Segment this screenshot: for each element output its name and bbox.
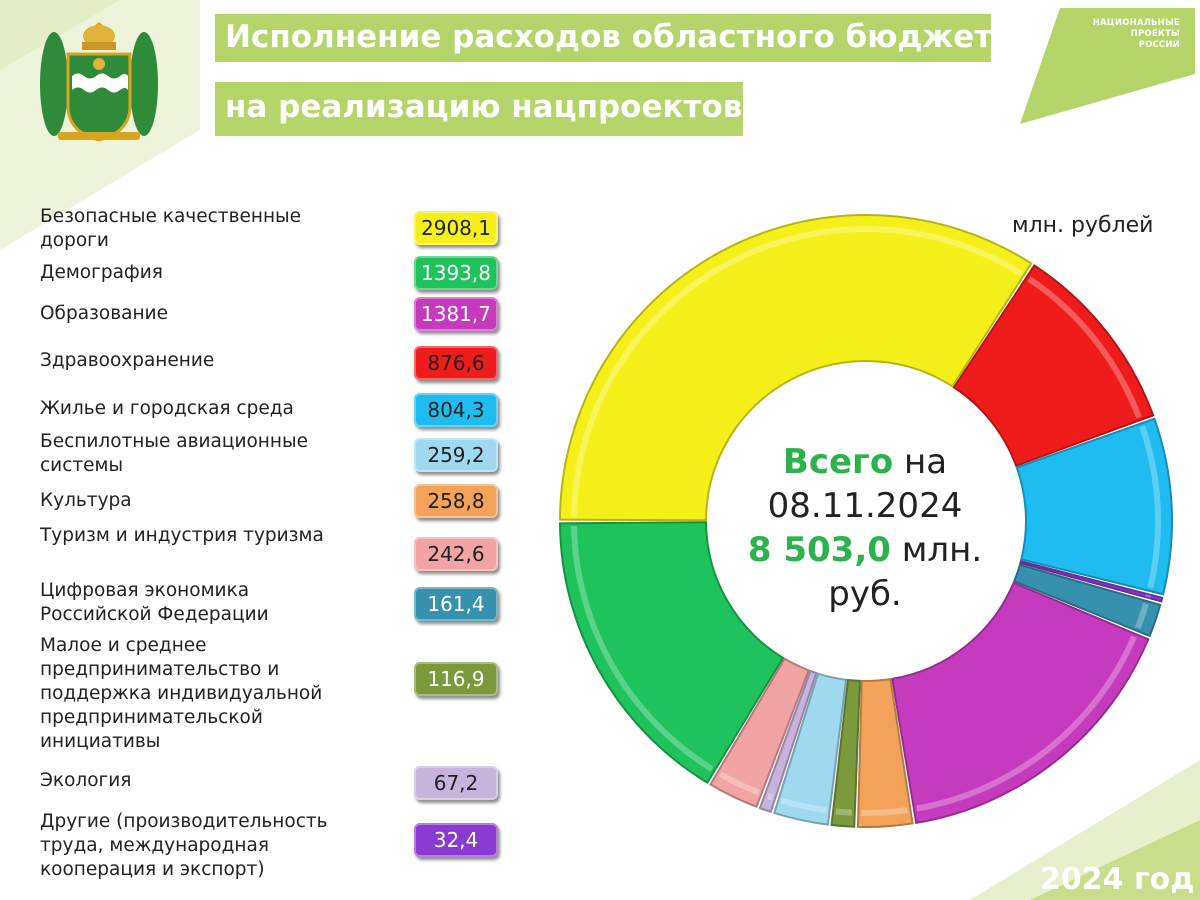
donut-slice-highlight-3 <box>1144 594 1152 598</box>
top-left-decor-dark <box>0 0 120 70</box>
value-badge-culture: 258,8 <box>414 484 498 518</box>
donut-slice-highlight-7 <box>835 808 853 816</box>
logo-line-2: ПРОЕКТЫ <box>1130 29 1180 39</box>
donut-slice-highlight-8 <box>780 797 828 814</box>
donut-slice-5 <box>891 581 1150 825</box>
donut-slice-10 <box>709 657 811 809</box>
category-label-other: Другие (производительность труда, междун… <box>40 811 328 880</box>
total-unit: млн. <box>901 530 983 570</box>
total-word: Всего <box>782 442 894 482</box>
donut-slice-highlight-10 <box>718 771 760 796</box>
logo-line-1: НАЦИОНАЛЬНЫЕ <box>1092 18 1180 28</box>
donut-slice-highlight-6 <box>861 807 908 816</box>
donut-slice-9 <box>758 669 818 814</box>
coat-of-arms-emblem <box>40 22 158 142</box>
category-label-demography: Демография <box>40 262 163 283</box>
category-label-housing: Жилье и городская среда <box>40 398 294 419</box>
donut-slice-highlight-5 <box>916 635 1137 812</box>
total-unit-rub: руб. <box>828 574 902 614</box>
category-label-tourism: Туризм и индустрия туризма <box>40 525 324 546</box>
donut-slice-8 <box>773 672 848 826</box>
bottom-right-decor-dark <box>1030 820 1200 900</box>
value-badge-healthcare: 876,6 <box>414 346 498 380</box>
title-line-1: Исполнение расходов областного бюджета <box>215 14 1013 62</box>
total-date: 08.11.2024 <box>767 486 963 526</box>
value-badge-drones: 259,2 <box>414 438 498 472</box>
on-word: на <box>904 442 948 482</box>
total-amount: 8 503,0 <box>747 530 891 570</box>
category-label-education: Образование <box>40 303 168 324</box>
category-label-small-business: Малое и среднее предпринимательство и по… <box>40 635 323 752</box>
category-label-healthcare: Здравоохранение <box>40 350 215 371</box>
donut-slice-7 <box>830 678 861 828</box>
category-label-drones: Беспилотные авиационные системы <box>40 431 308 476</box>
donut-slice-highlight-0 <box>571 226 1023 517</box>
category-label-culture: Культура <box>40 490 132 511</box>
category-label-digital-economy: Цифровая экономика Российской Федерации <box>40 580 269 625</box>
unit-label: млн. рублей <box>1012 213 1154 238</box>
year-label: 2024 год <box>1040 862 1195 897</box>
value-badge-roads: 2908,1 <box>414 211 498 245</box>
category-label-ecology: Экология <box>40 770 132 791</box>
donut-slice-4 <box>1012 563 1162 638</box>
donut-slice-highlight-9 <box>766 793 774 801</box>
donut-slice-highlight-2 <box>1139 425 1161 589</box>
donut-slice-highlight-4 <box>1134 603 1149 630</box>
national-projects-logo <box>1020 8 1195 124</box>
category-label-roads: Безопасные качественные дороги <box>40 206 302 251</box>
value-badge-small-business: 116,9 <box>414 662 498 696</box>
chart-center-summary: Всего на 08.11.2024 8 503,0 млн. руб. <box>710 440 1020 616</box>
value-badge-demography: 1393,8 <box>414 256 498 290</box>
donut-slice-highlight-11 <box>571 526 714 772</box>
donut-chart <box>558 214 1173 828</box>
donut-slice-0 <box>558 214 1033 522</box>
value-badge-other: 32,4 <box>414 823 498 857</box>
value-badge-housing: 804,3 <box>414 393 498 427</box>
value-badge-education: 1381,7 <box>414 297 498 331</box>
value-badge-digital-economy: 161,4 <box>414 587 498 621</box>
national-projects-logo-text: НАЦИОНАЛЬНЫЕ ПРОЕКТЫ РОССИИ <box>1093 18 1180 51</box>
donut-slice-11 <box>559 521 785 785</box>
title-line-2: на реализацию нацпроектов <box>215 82 743 136</box>
donut-slice-2 <box>1015 417 1173 596</box>
value-badge-tourism: 242,6 <box>414 537 498 571</box>
donut-slice-highlight-1 <box>1027 276 1142 419</box>
value-badge-ecology: 67,2 <box>414 766 498 800</box>
donut-slice-3 <box>1019 559 1164 603</box>
donut-slice-6 <box>856 677 914 828</box>
logo-line-3: РОССИИ <box>1138 40 1180 50</box>
donut-slice-1 <box>952 264 1155 468</box>
